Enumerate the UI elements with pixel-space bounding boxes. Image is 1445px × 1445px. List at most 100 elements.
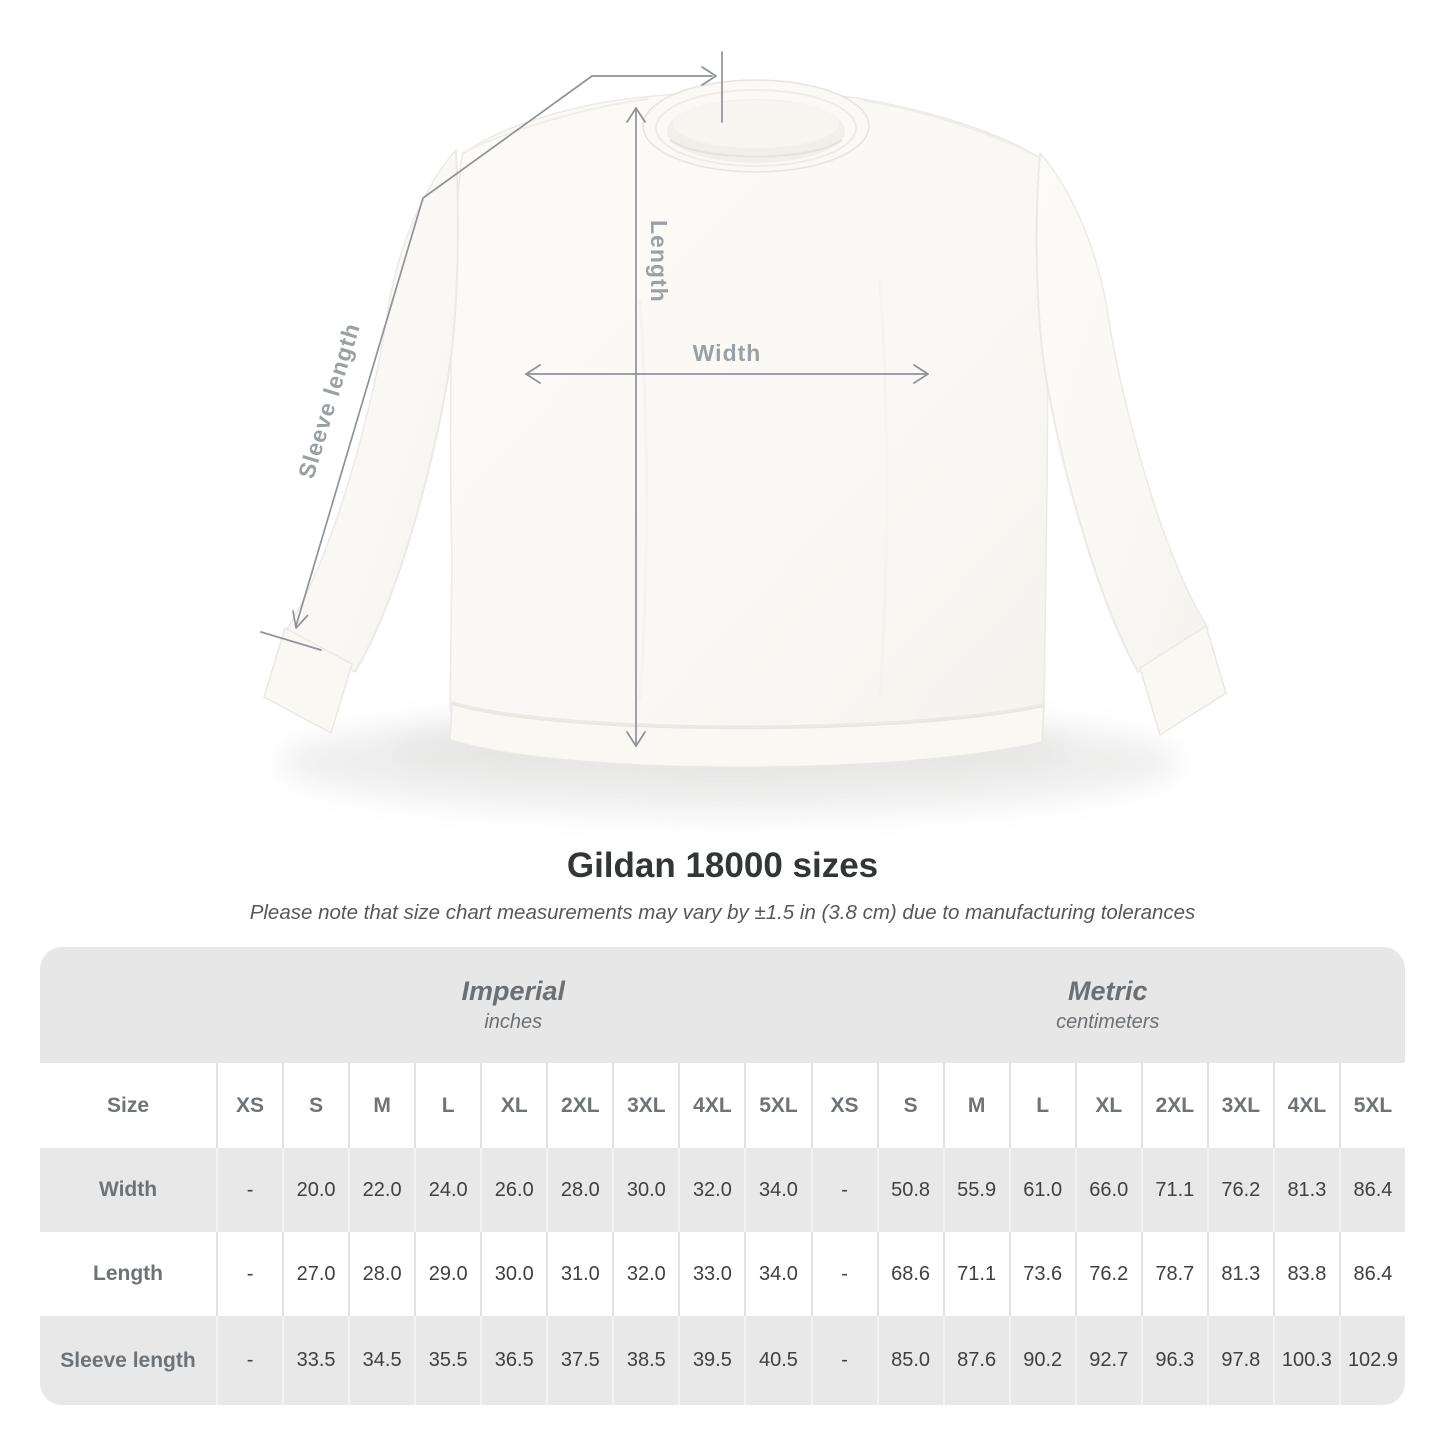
table-cell: 78.7: [1140, 1232, 1207, 1316]
table-row-width: Width - 20.0 22.0 24.0 26.0 28.0 30.0 32…: [40, 1148, 1405, 1232]
table-cell: 71.1: [942, 1232, 1009, 1316]
size-header: 4XL: [1272, 1063, 1339, 1148]
table-cell: 40.5: [744, 1316, 810, 1405]
table-cell: 20.0: [282, 1148, 348, 1232]
size-header: 3XL: [612, 1063, 678, 1148]
size-header: XL: [1074, 1063, 1141, 1148]
table-row-sleeve-length: Sleeve length - 33.5 34.5 35.5 36.5 37.5…: [40, 1316, 1405, 1405]
table-cell: 66.0: [1074, 1148, 1141, 1232]
table-cell: 31.0: [546, 1232, 612, 1316]
size-header: M: [348, 1063, 414, 1148]
table-row-length: Length - 27.0 28.0 29.0 30.0 31.0 32.0 3…: [40, 1232, 1405, 1316]
page-title: Gildan 18000 sizes: [566, 846, 879, 885]
table-cell: 85.0: [876, 1316, 943, 1405]
size-header: XS: [216, 1063, 282, 1148]
table-cell: 81.3: [1206, 1232, 1273, 1316]
table-cell: 61.0: [1008, 1148, 1075, 1232]
table-cell: 96.3: [1140, 1316, 1207, 1405]
table-cell: -: [810, 1148, 877, 1232]
tolerance-note: Please note that size chart measurements…: [249, 901, 1196, 924]
table-cell: 27.0: [282, 1232, 348, 1316]
table-cell: -: [216, 1148, 282, 1232]
size-header: S: [876, 1063, 943, 1148]
table-cell: 86.4: [1338, 1148, 1405, 1232]
table-cell: 30.0: [612, 1148, 678, 1232]
row-label: Length: [93, 1262, 163, 1285]
table-cell: 97.8: [1206, 1316, 1273, 1405]
table-cell: 76.2: [1206, 1148, 1273, 1232]
table-cell: 34.0: [744, 1232, 810, 1316]
table-cell: 76.2: [1074, 1232, 1141, 1316]
table-cell: 22.0: [348, 1148, 414, 1232]
size-header: 5XL: [1338, 1063, 1405, 1148]
sweatshirt-diagram: Length Width Sleeve length: [260, 51, 1227, 814]
table-cell: 86.4: [1338, 1232, 1405, 1316]
row-label: Width: [98, 1178, 158, 1201]
metric-label: Metric: [1067, 976, 1148, 1006]
metric-unit: centimeters: [1056, 1011, 1160, 1033]
arrowhead-width-left: [525, 364, 541, 384]
table-cell: 81.3: [1272, 1148, 1339, 1232]
table-cell: 33.0: [678, 1232, 744, 1316]
size-column-header: Size: [106, 1093, 150, 1117]
table-cell: -: [810, 1316, 877, 1405]
metric-group-header: Metric centimeters: [811, 947, 1406, 1063]
table-cell: 83.8: [1272, 1232, 1339, 1316]
size-header: 2XL: [546, 1063, 612, 1148]
table-cell: 32.0: [678, 1148, 744, 1232]
right-sleeve: [1035, 151, 1227, 737]
hem-ribbing: [449, 701, 1045, 768]
table-cell: 100.3: [1272, 1316, 1339, 1405]
size-table: Imperial inches Metric centimeters Size …: [40, 947, 1405, 1405]
table-cell: 71.1: [1140, 1148, 1207, 1232]
table-cell: 32.0: [612, 1232, 678, 1316]
table-cell: 24.0: [414, 1148, 480, 1232]
size-header-row: Size XS S M L XL 2XL 3XL 4XL 5XL XS S M …: [40, 1063, 1405, 1148]
table-cell: 26.0: [480, 1148, 546, 1232]
size-header: XS: [810, 1063, 877, 1148]
sweatshirt-body: [449, 91, 1049, 735]
table-cell: 92.7: [1074, 1316, 1141, 1405]
right-cuff: [1139, 624, 1227, 737]
table-cell: 87.6: [942, 1316, 1009, 1405]
imperial-unit: inches: [484, 1011, 543, 1033]
size-header: 2XL: [1140, 1063, 1207, 1148]
table-cell: 28.0: [546, 1148, 612, 1232]
size-header: L: [414, 1063, 480, 1148]
size-header: 5XL: [744, 1063, 810, 1148]
table-cell: 39.5: [678, 1316, 744, 1405]
width-label: Width: [693, 340, 762, 366]
cuff-tick: [260, 631, 322, 651]
crewneck-collar: [642, 79, 870, 173]
table-cell: 28.0: [348, 1232, 414, 1316]
table-cell: -: [810, 1232, 877, 1316]
table-cell: -: [216, 1232, 282, 1316]
table-cell: 29.0: [414, 1232, 480, 1316]
imperial-label: Imperial: [461, 976, 566, 1006]
sleeve-length-line: [295, 75, 713, 627]
table-cell: 36.5: [480, 1316, 546, 1405]
unit-band-row: Imperial inches Metric centimeters: [40, 947, 1405, 1063]
size-header: M: [942, 1063, 1009, 1148]
table-cell: 68.6: [876, 1232, 943, 1316]
table-cell: 50.8: [876, 1148, 943, 1232]
table-cell: 37.5: [546, 1316, 612, 1405]
left-sleeve: [263, 148, 459, 735]
table-cell: 34.0: [744, 1148, 810, 1232]
sleeve-length-label: Sleeve length: [293, 320, 365, 482]
size-header: 3XL: [1206, 1063, 1273, 1148]
row-label: Sleeve length: [60, 1348, 196, 1372]
arrowhead-width-right: [913, 364, 929, 384]
arrowhead-length-top: [626, 107, 646, 123]
table-cell: 33.5: [282, 1316, 348, 1405]
size-header: 4XL: [678, 1063, 744, 1148]
table-cell: 90.2: [1008, 1316, 1075, 1405]
imperial-group-header: Imperial inches: [216, 947, 811, 1063]
arrowhead-neck: [701, 66, 717, 86]
table-cell: 30.0: [480, 1232, 546, 1316]
table-cell: 34.5: [348, 1316, 414, 1405]
table-cell: 73.6: [1008, 1232, 1075, 1316]
arrowhead-cuff: [292, 610, 309, 629]
table-cell: 35.5: [414, 1316, 480, 1405]
